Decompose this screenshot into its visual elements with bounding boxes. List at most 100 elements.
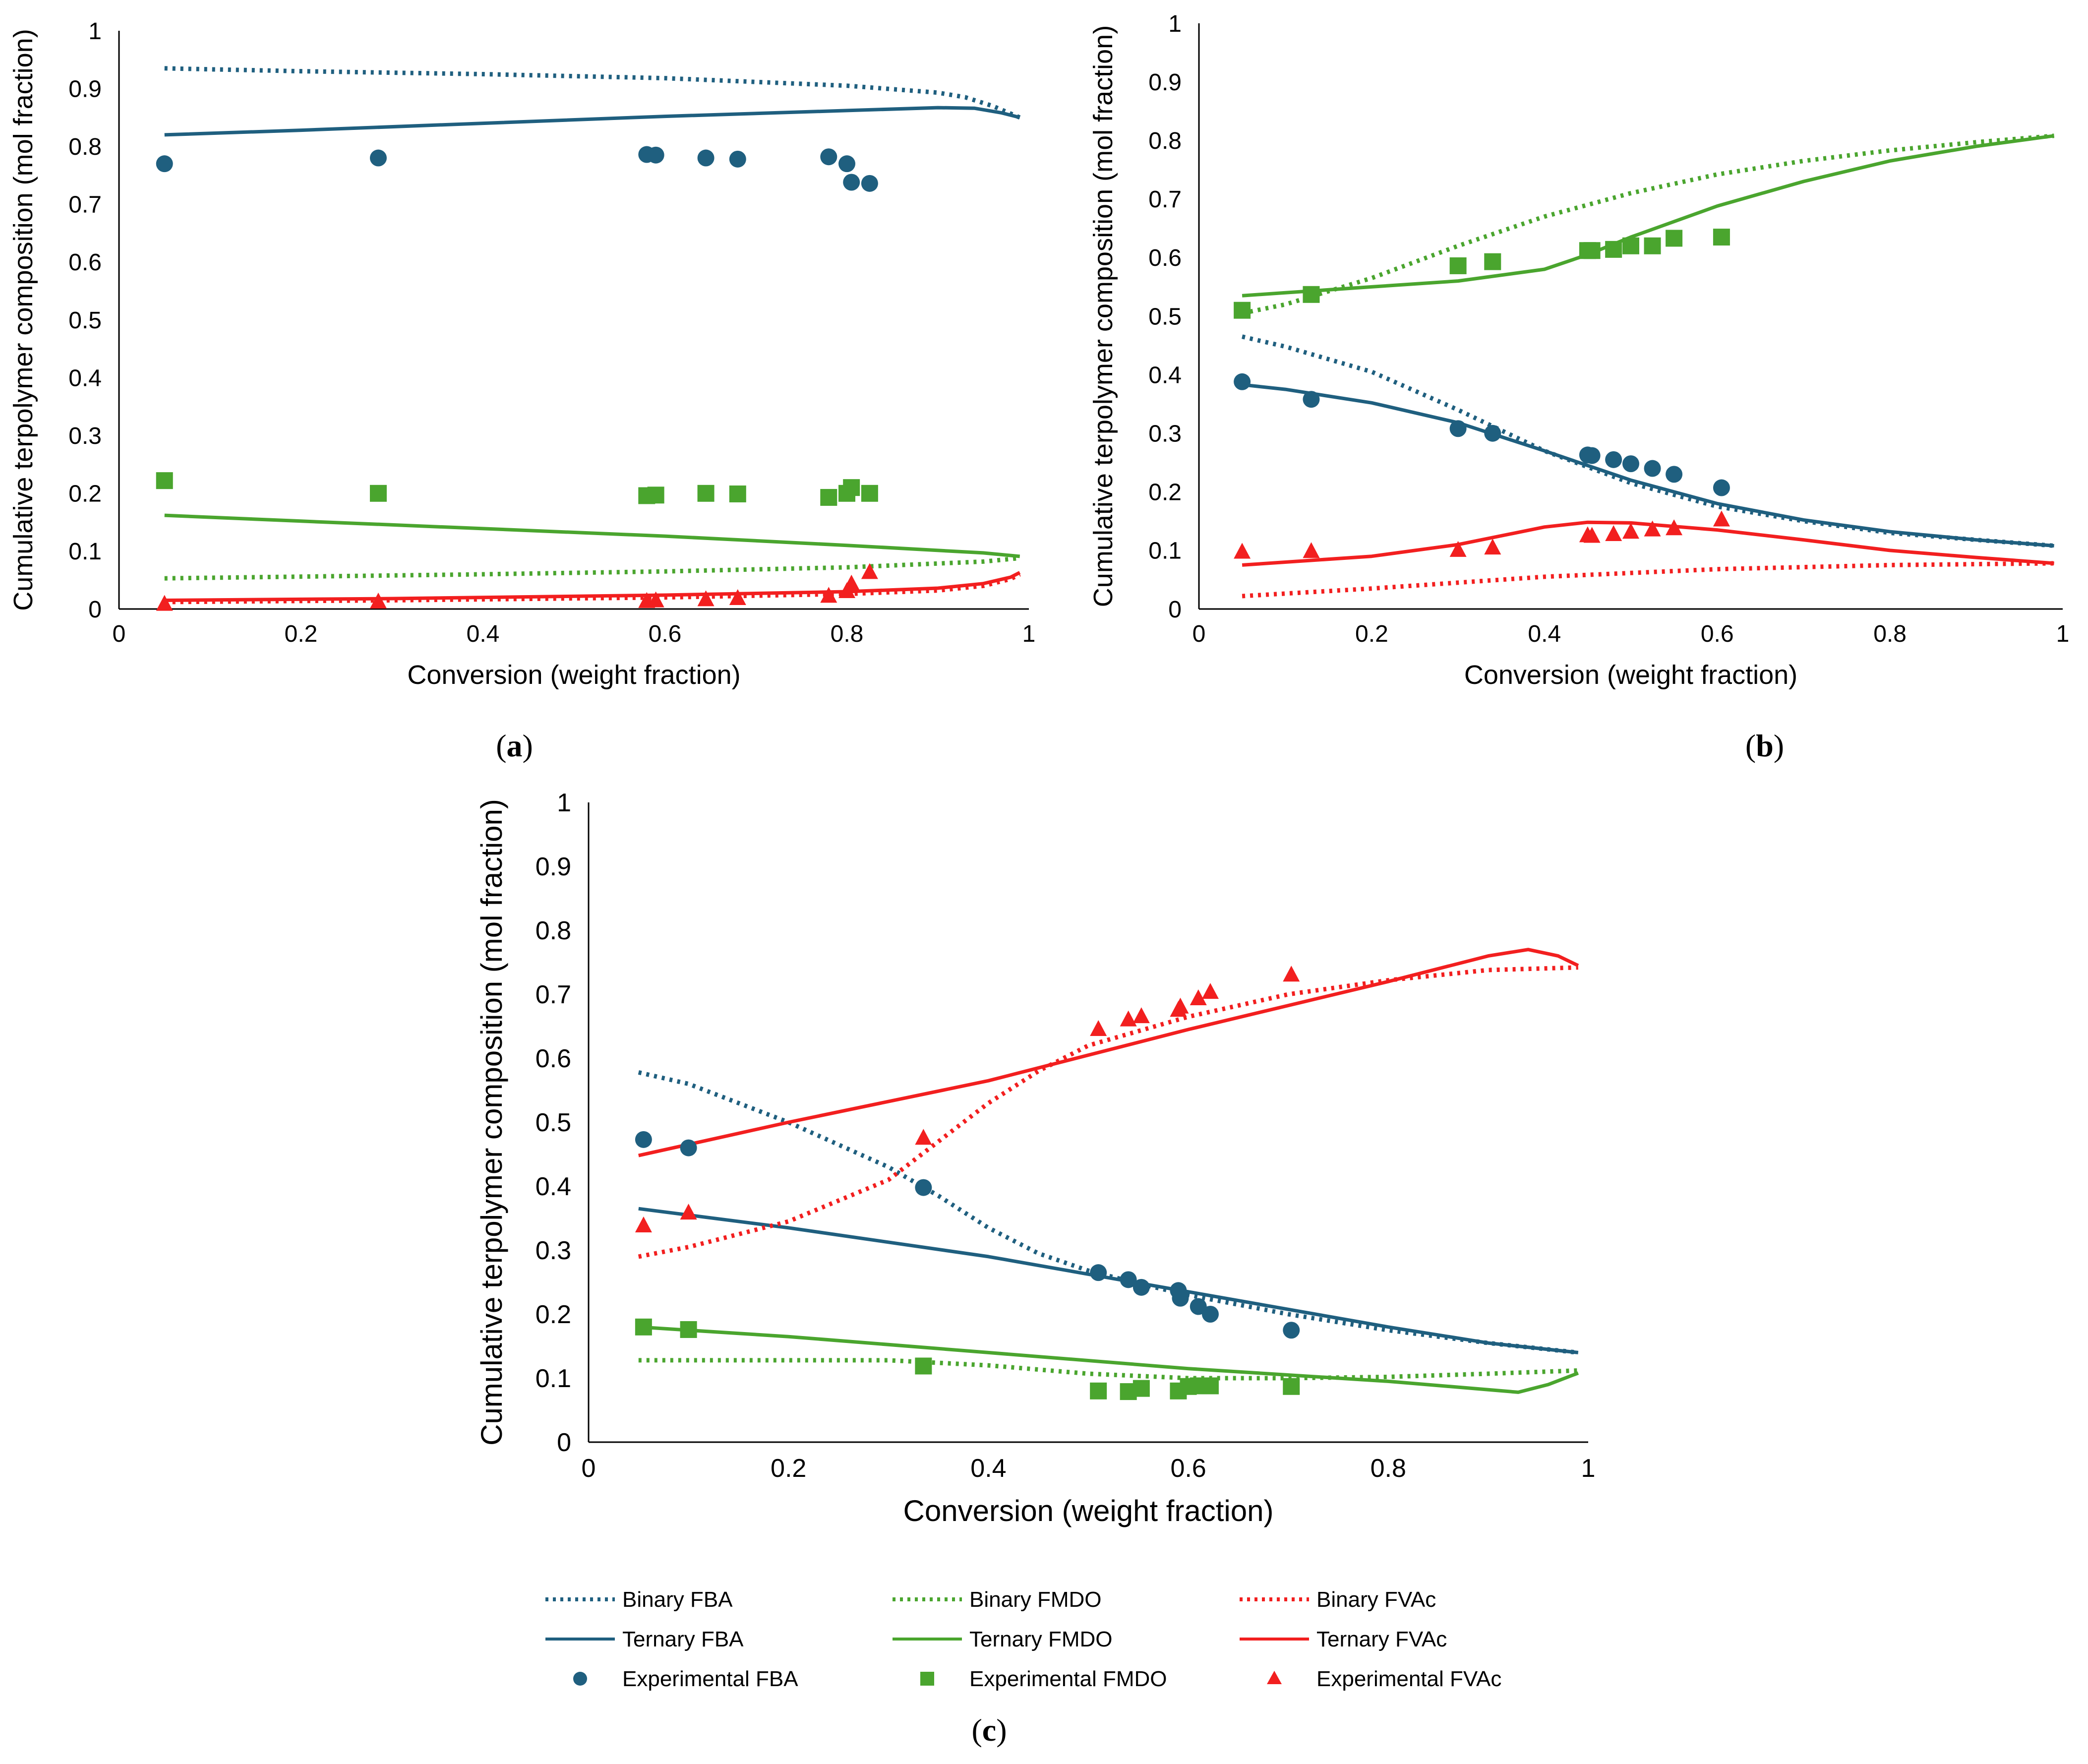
point-experimental-fvac (1133, 1007, 1150, 1024)
x-axis-label: Conversion (weight fraction) (1464, 660, 1797, 690)
y-tick-label: 0.1 (536, 1364, 571, 1393)
y-tick-label: 0.3 (536, 1236, 571, 1265)
point-experimental-fvac (1713, 510, 1730, 527)
point-experimental-fba (1666, 466, 1683, 483)
point-experimental-fvac (1644, 520, 1661, 537)
legend-item-binary-fmdo: Binary FMDO (893, 1587, 1101, 1612)
point-experimental-fvac (1090, 1020, 1107, 1036)
series-line-ternary-fmdo (638, 1325, 1579, 1394)
y-tick-label: 0 (88, 597, 102, 623)
panel-label: (a) (496, 728, 533, 763)
point-experimental-fmdo (1234, 302, 1251, 319)
point-experimental-fvac (1120, 1010, 1137, 1027)
x-axis-label: Conversion (weight fraction) (407, 660, 740, 690)
series-line-ternary-fba (1242, 383, 2054, 547)
y-tick-label: 0.7 (1148, 186, 1182, 213)
point-experimental-fvac (697, 590, 715, 607)
series-line-binary-fvac (1242, 561, 2054, 599)
y-axis-label: Cumulative terpolymer composition (mol f… (8, 29, 38, 610)
chart-panel-b: 0 0.2 0.4 0.6 0.8 1 0 0.1 0.2 0.3 0.4 0.5 0.6 0.7 0.8 0… (1088, 11, 2069, 763)
legend-label: Binary FBA (622, 1587, 733, 1612)
point-experimental-fmdo (1713, 229, 1730, 246)
point-experimental-fvac (729, 589, 746, 606)
x-tick-label: 0.2 (1355, 621, 1388, 647)
legend-item-binary-fvac: Binary FVAc (1240, 1587, 1436, 1612)
point-experimental-fvac (1201, 983, 1219, 999)
point-experimental-fmdo (369, 485, 387, 502)
series-line-ternary-fba (164, 106, 1020, 137)
series-line-binary-fvac (638, 965, 1578, 1259)
point-experimental-fba (1190, 1298, 1207, 1315)
y-tick-label: 0 (557, 1428, 571, 1457)
point-experimental-fba (843, 174, 860, 191)
y-tick-label: 0.4 (536, 1172, 571, 1201)
point-experimental-fvac (1583, 527, 1601, 543)
x-tick-label: 1 (2056, 621, 2070, 647)
point-experimental-fmdo (915, 1357, 932, 1375)
legend-swatch (573, 1672, 587, 1686)
legend-label: Experimental FMDO (969, 1667, 1167, 1691)
legend-label: Binary FVAc (1316, 1587, 1436, 1612)
legend-item-ternary-fvac: Ternary FVAc (1240, 1627, 1447, 1651)
series-line-binary-fmdo (638, 1358, 1578, 1381)
point-experimental-fmdo (1666, 230, 1683, 247)
y-tick-label: 0.1 (1148, 538, 1182, 564)
point-experimental-fmdo (1605, 241, 1622, 258)
point-experimental-fvac (1449, 541, 1467, 557)
y-tick-label: 0.4 (68, 365, 102, 391)
y-tick-label: 0.8 (536, 916, 571, 945)
point-experimental-fba (1622, 455, 1639, 473)
panel-label: (c) (971, 1712, 1007, 1748)
y-tick-label: 1 (88, 18, 102, 45)
x-tick-label: 0 (582, 1454, 596, 1483)
legend-label: Ternary FMDO (969, 1627, 1112, 1651)
x-tick-label: 0.8 (1873, 621, 1907, 647)
point-experimental-fmdo (156, 472, 173, 489)
point-experimental-fvac (1234, 543, 1251, 559)
point-experimental-fba (369, 149, 387, 167)
point-experimental-fvac (1622, 523, 1639, 539)
legend-item-ternary-fba: Ternary FBA (545, 1627, 744, 1651)
series-line-ternary-fba (638, 1207, 1579, 1354)
y-tick-label: 0.2 (536, 1300, 571, 1329)
point-experimental-fba (1120, 1271, 1137, 1288)
point-experimental-fba (1605, 451, 1622, 468)
series-line-ternary-fvac (164, 571, 1021, 602)
point-experimental-fba (697, 149, 715, 167)
x-tick-label: 0.2 (285, 621, 318, 647)
point-experimental-fba (156, 155, 173, 173)
point-experimental-fba (820, 148, 837, 166)
y-tick-label: 0 (1168, 597, 1182, 623)
point-experimental-fmdo (843, 479, 860, 496)
series-line-ternary-fmdo (1242, 134, 2055, 298)
point-experimental-fvac (843, 574, 860, 591)
point-experimental-fmdo (1283, 1378, 1300, 1395)
point-experimental-fba (635, 1131, 652, 1148)
legend-item-experimental-fba: Experimental FBA (573, 1667, 798, 1691)
series-line-binary-fba (164, 66, 1021, 120)
point-experimental-fmdo (697, 485, 715, 502)
point-experimental-fvac (915, 1129, 932, 1145)
x-tick-label: 1 (1581, 1454, 1596, 1483)
series-line-binary-fvac (164, 572, 1021, 605)
point-experimental-fmdo (1303, 286, 1320, 303)
y-tick-label: 0.2 (68, 481, 102, 507)
point-experimental-fmdo (1484, 253, 1501, 270)
point-experimental-fba (1172, 1289, 1189, 1307)
point-experimental-fmdo (1090, 1382, 1107, 1399)
y-tick-label: 0.3 (68, 423, 102, 449)
legend-item-ternary-fmdo: Ternary FMDO (893, 1627, 1112, 1651)
y-tick-label: 0.9 (68, 76, 102, 102)
point-experimental-fvac (156, 595, 173, 611)
point-experimental-fba (1583, 447, 1601, 464)
y-tick-label: 0.5 (536, 1108, 571, 1137)
point-experimental-fba (1449, 420, 1467, 437)
y-tick-label: 0.7 (536, 980, 571, 1009)
chart-panel-a: 0 0.2 0.4 0.6 0.8 1 0 0.1 0.2 0.3 0.4 0.5 0.6 0.7 0.8 0… (8, 18, 1035, 763)
point-experimental-fvac (1605, 525, 1622, 542)
point-experimental-fvac (861, 563, 878, 579)
y-tick-label: 0.9 (1148, 69, 1182, 96)
legend-label: Experimental FVAc (1316, 1667, 1501, 1691)
legend-label: Ternary FBA (622, 1627, 744, 1651)
